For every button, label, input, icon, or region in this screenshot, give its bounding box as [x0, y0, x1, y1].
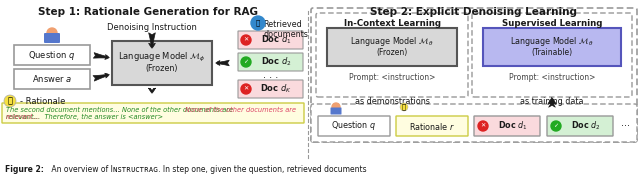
Text: ···: ···: [621, 121, 630, 131]
Text: · · ·: · · ·: [263, 73, 278, 83]
Text: (Frozen): (Frozen): [376, 48, 408, 57]
Text: Denoising Instruction: Denoising Instruction: [107, 23, 197, 32]
Circle shape: [478, 121, 488, 131]
Text: (Frozen): (Frozen): [146, 64, 179, 74]
Text: ✓: ✓: [554, 124, 559, 129]
FancyBboxPatch shape: [316, 13, 468, 97]
Circle shape: [241, 84, 251, 94]
Text: Question $q$: Question $q$: [332, 119, 376, 132]
FancyBboxPatch shape: [311, 8, 637, 142]
Text: Rationale $r$: Rationale $r$: [409, 121, 455, 132]
FancyBboxPatch shape: [483, 28, 621, 66]
FancyBboxPatch shape: [474, 116, 540, 136]
Text: relevant…  Therefore, the answer is <answer>: relevant… Therefore, the answer is <answ…: [6, 114, 163, 120]
Text: Language Model $\mathcal{M}_\theta$: Language Model $\mathcal{M}_\theta$: [350, 35, 434, 48]
FancyBboxPatch shape: [396, 116, 468, 136]
Circle shape: [4, 95, 16, 107]
FancyBboxPatch shape: [238, 53, 303, 71]
Text: ✓: ✓: [243, 59, 248, 64]
Text: Doc $d_2$: Doc $d_2$: [261, 56, 292, 68]
Text: - Rationale: - Rationale: [20, 96, 65, 106]
Circle shape: [241, 57, 251, 67]
Text: Doc $d_2$: Doc $d_2$: [571, 120, 601, 132]
FancyBboxPatch shape: [472, 13, 632, 97]
FancyBboxPatch shape: [2, 103, 304, 123]
Text: Answer $a$: Answer $a$: [32, 74, 72, 85]
FancyBboxPatch shape: [14, 69, 90, 89]
FancyBboxPatch shape: [238, 31, 303, 49]
Text: Prompt: <instruction>: Prompt: <instruction>: [509, 72, 595, 82]
Text: In-Context Learning: In-Context Learning: [344, 19, 440, 28]
Text: ✕: ✕: [243, 38, 248, 43]
Text: 💡: 💡: [8, 96, 13, 106]
Text: Step 2: Explicit Denoising Learning: Step 2: Explicit Denoising Learning: [371, 7, 577, 17]
FancyBboxPatch shape: [44, 33, 60, 43]
FancyBboxPatch shape: [311, 104, 637, 142]
Text: (Trainable): (Trainable): [531, 48, 573, 57]
FancyBboxPatch shape: [327, 28, 457, 66]
Text: Doc $d_K$: Doc $d_K$: [260, 83, 292, 95]
FancyBboxPatch shape: [547, 116, 613, 136]
Circle shape: [332, 103, 340, 111]
Circle shape: [551, 121, 561, 131]
FancyBboxPatch shape: [318, 116, 390, 136]
Text: 🔍: 🔍: [256, 20, 260, 26]
Text: relevant…: relevant…: [6, 114, 40, 120]
Text: An overview of Iɴsᴛʀᴜᴄᴛʀᴀɢ. In step one, given the question, retrieved documents: An overview of Iɴsᴛʀᴜᴄᴛʀᴀɢ. In step one,…: [49, 164, 367, 174]
Circle shape: [251, 16, 265, 30]
Text: Question $q$: Question $q$: [28, 48, 76, 62]
Text: Language Model $\mathcal{M}_\theta$: Language Model $\mathcal{M}_\theta$: [510, 35, 594, 48]
Text: Doc $d_1$: Doc $d_1$: [498, 120, 528, 132]
Text: Prompt: <instruction>: Prompt: <instruction>: [349, 72, 435, 82]
Text: ✕: ✕: [243, 87, 248, 91]
Text: ✕: ✕: [481, 124, 486, 129]
Text: Supervised Learning: Supervised Learning: [502, 19, 602, 28]
Text: The second document mentions… None of the other documents are: The second document mentions… None of th…: [6, 107, 233, 113]
FancyBboxPatch shape: [330, 108, 342, 114]
Circle shape: [47, 28, 57, 38]
Text: 💡: 💡: [402, 104, 406, 110]
Text: Language Model $\mathcal{M}_\phi$: Language Model $\mathcal{M}_\phi$: [118, 50, 205, 64]
Text: Step 1: Rationale Generation for RAG: Step 1: Rationale Generation for RAG: [38, 7, 258, 17]
FancyBboxPatch shape: [238, 80, 303, 98]
Text: Retrieved
documents: Retrieved documents: [263, 20, 308, 39]
Text: Doc $d_1$: Doc $d_1$: [261, 34, 292, 46]
Text: Figure 2:: Figure 2:: [5, 164, 44, 174]
FancyBboxPatch shape: [14, 45, 90, 65]
Text: None of the other documents are: None of the other documents are: [185, 107, 296, 113]
FancyBboxPatch shape: [112, 41, 212, 85]
Text: as demonstrations: as demonstrations: [355, 96, 429, 106]
Circle shape: [400, 103, 408, 111]
Circle shape: [241, 35, 251, 45]
Text: as training data: as training data: [520, 96, 584, 106]
